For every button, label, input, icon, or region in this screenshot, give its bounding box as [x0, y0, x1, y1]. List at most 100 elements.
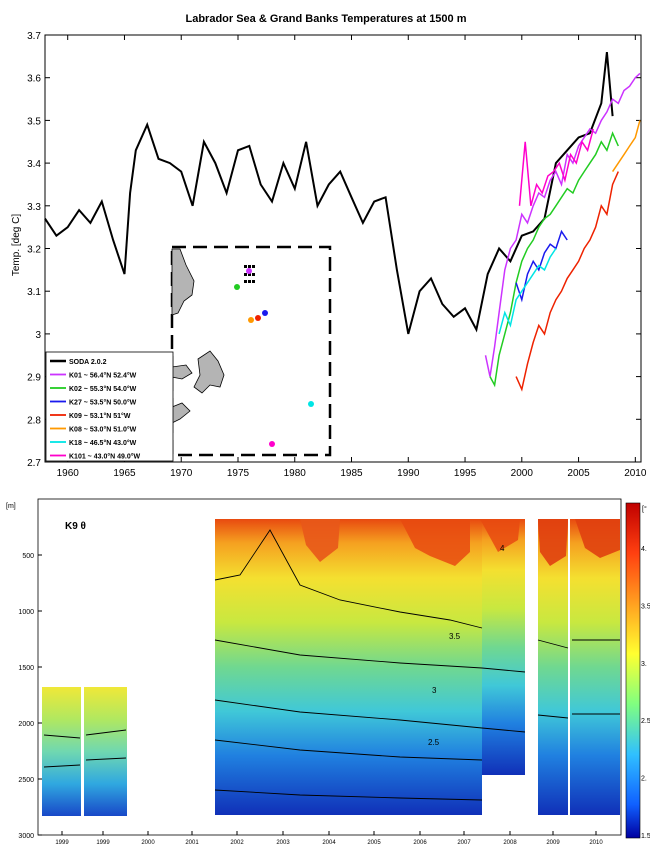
y-axis-label: Temp. [deg C] — [11, 214, 22, 276]
contour-label-3: 3 — [432, 686, 437, 695]
contours — [43, 529, 620, 801]
heatmap-segment-1 — [42, 687, 81, 816]
legend-label: K02 ~ 55.3°N 54.0°W — [69, 385, 137, 393]
heatmap-title: K9 θ — [65, 521, 86, 532]
series-line-4 — [515, 171, 619, 392]
y-tick-label: 3.1 — [27, 287, 41, 298]
y-tick-label: 3.4 — [27, 159, 41, 170]
x-tick-label: 1960 — [57, 468, 80, 479]
legend-box — [45, 351, 174, 462]
legend-label: SODA 2.0.2 — [69, 359, 107, 366]
station-dot-k27 — [262, 310, 268, 316]
colorbar-tick-label: 2.5 — [641, 718, 650, 725]
heatmap-segment-5 — [538, 519, 568, 815]
top-series — [44, 51, 641, 392]
contour-label-35: 3.5 — [449, 632, 461, 641]
station-dot-k02 — [234, 284, 240, 290]
depth-tick-label: 3000 — [18, 833, 34, 840]
colorbar-tick-label: 2. — [641, 776, 647, 783]
year-tick-label: 2008 — [503, 840, 517, 845]
warm-region-2004 — [300, 519, 340, 562]
x-tick-label: 2000 — [511, 468, 534, 479]
legend-label: K18 ~ 46.5°N 43.0°W — [69, 439, 137, 447]
contour-label-4: 4 — [500, 544, 505, 553]
x-tick-label: 1970 — [170, 468, 193, 479]
chart-title: Labrador Sea & Grand Banks Temperatures … — [185, 13, 466, 25]
x-tick-label: 1965 — [113, 468, 136, 479]
legend-label: K27 ~ 53.5°N 50.0°W — [69, 399, 137, 407]
x-tick-label: 1985 — [340, 468, 363, 479]
legend-label: K09 ~ 53.1°N 51°W — [69, 412, 131, 420]
depth-unit-label: [m] — [6, 503, 16, 510]
y-tick-label: 3.6 — [27, 74, 41, 85]
year-tick-label: 2006 — [413, 840, 427, 845]
y-tick-label: 3.3 — [27, 202, 41, 213]
year-tick-label: 1999 — [55, 840, 69, 845]
year-tick-label: 2001 — [185, 840, 199, 845]
x-tick-label: 2005 — [567, 468, 590, 479]
legend-label: K01 ~ 56.4°N 52.4°W — [69, 372, 137, 380]
contour-label-25: 2.5 — [428, 738, 440, 747]
year-tick-label: 2000 — [141, 840, 155, 845]
y-tick-label: 3 — [35, 330, 41, 341]
warm-region-2008 — [480, 519, 520, 552]
x-tick-label: 1980 — [284, 468, 307, 479]
depth-tick-label: 2500 — [18, 777, 34, 784]
year-tick-label: 2003 — [276, 840, 290, 845]
inset-land-labrador — [171, 248, 195, 316]
y-tick-label: 3.2 — [27, 245, 41, 256]
y-tick-label: 3.5 — [27, 116, 41, 127]
station-dot-k08 — [248, 317, 254, 323]
colorbar-tick-label: 3.5 — [641, 603, 650, 610]
series-line-0 — [44, 51, 614, 335]
series-line-2 — [489, 131, 619, 388]
x-tick-label: 1975 — [227, 468, 250, 479]
depth-tick-label: 500 — [22, 553, 34, 560]
warm-region-2010 — [575, 519, 620, 558]
station-dot-k18 — [308, 401, 314, 407]
warm-region-2009 — [538, 519, 568, 566]
heatmap-segment-3 — [215, 519, 482, 815]
series-line-1 — [484, 72, 641, 377]
colorbar-tick-label: 1.5 — [641, 833, 650, 840]
series-line-7 — [518, 128, 595, 206]
inset-land-newfoundland — [193, 350, 225, 394]
year-tick-label: 2010 — [589, 840, 603, 845]
year-tick-label: 2007 — [457, 840, 471, 845]
depth-tick-label: 1500 — [18, 665, 34, 672]
inset-station-grid — [244, 265, 255, 283]
bottom-chart: 4 3.5 3 2.5 K9 θ [m] 500 1000 1500 2000 2500… — [6, 498, 650, 845]
x-tick-label: 1995 — [454, 468, 477, 479]
year-tick-label: 2005 — [367, 840, 381, 845]
colorbar-ticks: 4. 3.5 3. 2.5 2. 1.5 — [641, 546, 650, 840]
colorbar-tick-label: 3. — [641, 661, 647, 668]
legend-label: K08 ~ 53.0°N 51.0°W — [69, 426, 137, 434]
warm-region-2007 — [400, 519, 470, 566]
heatmap-gap-white — [81, 687, 84, 816]
colorbar-tick-label: 4. — [641, 546, 647, 553]
depth-tick-label: 2000 — [18, 721, 34, 728]
legend: SODA 2.0.2 K01 ~ 56.4°N 52.4°W K02 ~ 55.3°… — [45, 351, 174, 462]
heatmap-segment-6 — [570, 519, 620, 815]
series-line-6 — [498, 248, 557, 335]
bottom-axes: 500 1000 1500 2000 2500 3000 1999 1999 2000 2001 2… — [18, 553, 603, 845]
depth-tick-label: 1000 — [18, 609, 34, 616]
top-axes: 1960 1965 1970 1975 1980 1985 1990 1995 2000 2005… — [27, 31, 647, 479]
legend-label: K101 ~ 43.0°N 49.0°W — [69, 453, 141, 461]
y-tick-label: 2.9 — [27, 373, 41, 384]
year-tick-label: 2002 — [230, 840, 244, 845]
y-tick-label: 2.8 — [27, 415, 41, 426]
year-tick-label: 2009 — [546, 840, 560, 845]
station-dot-k01 — [246, 268, 252, 274]
x-tick-label: 2010 — [624, 468, 647, 479]
colorbar-unit-label: [° — [642, 505, 647, 513]
heatmap-segment-2 — [84, 687, 127, 816]
inset-map-frame — [170, 245, 332, 457]
year-tick-label: 2004 — [322, 840, 336, 845]
y-tick-label: 2.7 — [27, 458, 41, 469]
inset-map — [170, 245, 332, 457]
station-dot-k101 — [269, 441, 275, 447]
colorbar — [625, 502, 641, 839]
heatmap-segment-4 — [482, 519, 525, 775]
